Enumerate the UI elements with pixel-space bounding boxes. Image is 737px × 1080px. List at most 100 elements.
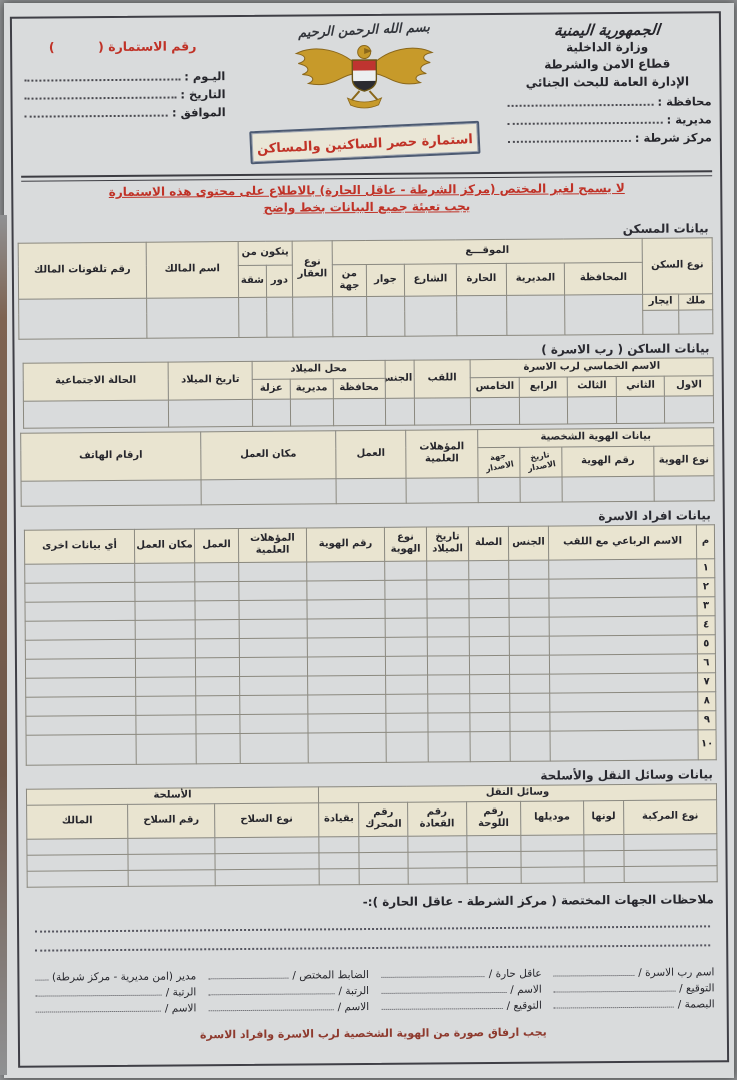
empty-cell [664, 395, 714, 423]
empty-cell [521, 866, 584, 884]
empty-cell [549, 615, 698, 636]
sig-label: البصمة / [677, 998, 715, 1011]
empty-cell [146, 297, 239, 339]
district-label: مديرية : [666, 112, 712, 127]
empty-cell [194, 600, 240, 620]
col-weapon-type: نوع السلاح [214, 802, 319, 838]
empty-cell [336, 477, 407, 504]
empty-cell [550, 729, 699, 761]
empty-cell [239, 694, 308, 715]
col-no: م [696, 524, 715, 559]
empty-cell [238, 580, 307, 601]
empty-cell [25, 658, 136, 678]
empty-cell [654, 475, 715, 502]
dotted-fill [553, 1005, 674, 1009]
empty-cell [406, 477, 479, 503]
sig-label: التوقيع / [679, 982, 715, 995]
empty-cell [240, 732, 309, 764]
empty-cell [195, 619, 240, 639]
row-number: ١٠ [698, 729, 717, 760]
empty-cell [18, 298, 147, 340]
option-rent: ايجار [642, 293, 679, 311]
empty-cell [128, 853, 216, 871]
empty-cell [332, 296, 367, 337]
col-job: العمل [194, 528, 239, 563]
empty-cell [520, 834, 584, 852]
empty-cell [404, 295, 457, 336]
col-id-number: رقم الهوية [561, 446, 655, 477]
row-number: ٣ [696, 596, 716, 616]
dotted-fill [507, 102, 654, 108]
district-field: مديرية : [504, 112, 712, 128]
empty-cell [407, 851, 467, 868]
signature-head-of-family: اسم رب الاسرة / التوقيع / البصمة / [546, 962, 719, 1011]
ministry-name: وزارة الداخلية [566, 39, 649, 55]
empty-cell [196, 733, 241, 764]
signature-competent-officer: الضابط المختص / الرتبة / الاسم / [200, 965, 373, 1014]
option-own: ملك [678, 293, 713, 310]
empty-cell [195, 695, 240, 715]
empty-cell [307, 656, 386, 676]
empty-cell [456, 295, 507, 336]
attachment-note: يجب ارفاق صورة من الهوية الشخصية لرب الا… [199, 1025, 547, 1042]
col-weapon-owner: المالك [26, 804, 128, 839]
dotted-fill [208, 992, 335, 996]
empty-cell [466, 867, 522, 884]
dotted-fill [35, 978, 48, 981]
sig-label: مدير (امن مديرية - مركز شرطة) [51, 970, 197, 984]
empty-cell [468, 579, 509, 599]
department-name: الإدارة العامة للبحث الجنائي [525, 74, 690, 90]
empty-cell [521, 850, 584, 868]
empty-cell [469, 655, 510, 675]
empty-cell [549, 672, 698, 693]
empty-cell [426, 579, 469, 599]
housing-table: نوع السكن الموقـــع نوع العقار يتكون من … [18, 237, 714, 340]
empty-cell [466, 851, 522, 868]
empty-cell [509, 635, 550, 656]
empty-cell [366, 295, 405, 337]
empty-cell [509, 673, 550, 694]
notes-line-2 [35, 932, 711, 952]
empty-cell [135, 657, 196, 678]
sig-label: الاسم / [510, 983, 542, 996]
police-station-label: مركز شرطة : [634, 130, 712, 146]
col-job: العمل [335, 429, 407, 479]
empty-cell [134, 600, 196, 621]
empty-cell [359, 835, 408, 853]
col-fivefold-name-group: الاسم الخماسي لرب الاسرة [470, 357, 714, 378]
dotted-fill [24, 95, 177, 100]
empty-cell [238, 297, 267, 338]
row-number: ٦ [697, 653, 716, 673]
empty-cell [468, 598, 510, 618]
empty-cell [478, 477, 521, 503]
empty-cell [407, 835, 467, 852]
empty-cell [24, 601, 136, 621]
family-members-table: م الاسم الرباعي مع اللقب الجنس الصلة تار… [24, 524, 717, 765]
sig-label: اسم رب الاسرة / [638, 966, 715, 979]
col-bp-district: مديرية [289, 378, 334, 399]
empty-cell [385, 636, 428, 657]
empty-cell [386, 731, 429, 763]
empty-cell [252, 398, 291, 427]
col-birthplace-group: محل الميلاد [252, 360, 385, 380]
empty-cell [25, 677, 136, 697]
empty-cell [583, 866, 625, 883]
empty-cell [508, 597, 550, 618]
col-id-number: رقم الهوية [306, 527, 385, 562]
empty-cell [239, 618, 308, 639]
empty-cell [427, 655, 470, 675]
empty-cell [469, 712, 511, 732]
empty-cell [427, 693, 470, 713]
col-fourfold-name: الاسم الرباعي مع اللقب [548, 524, 697, 560]
form-title: استمارة حصر الساكنين والمساكن [256, 132, 474, 158]
empty-cell [318, 836, 360, 853]
date-label: التاريخ : [180, 87, 226, 102]
empty-cell [215, 868, 320, 886]
col-personal-id-group: بيانات الهوية الشخصية [477, 427, 714, 448]
police-station-field: مركز شرطة : [504, 130, 712, 146]
col-id-issuer: جهة الاصدار [484, 450, 515, 474]
col-property-type: نوع العقار [292, 240, 333, 297]
empty-cell [239, 637, 308, 658]
col-governorate: المحافظة [564, 262, 643, 295]
empty-cell [168, 399, 253, 427]
